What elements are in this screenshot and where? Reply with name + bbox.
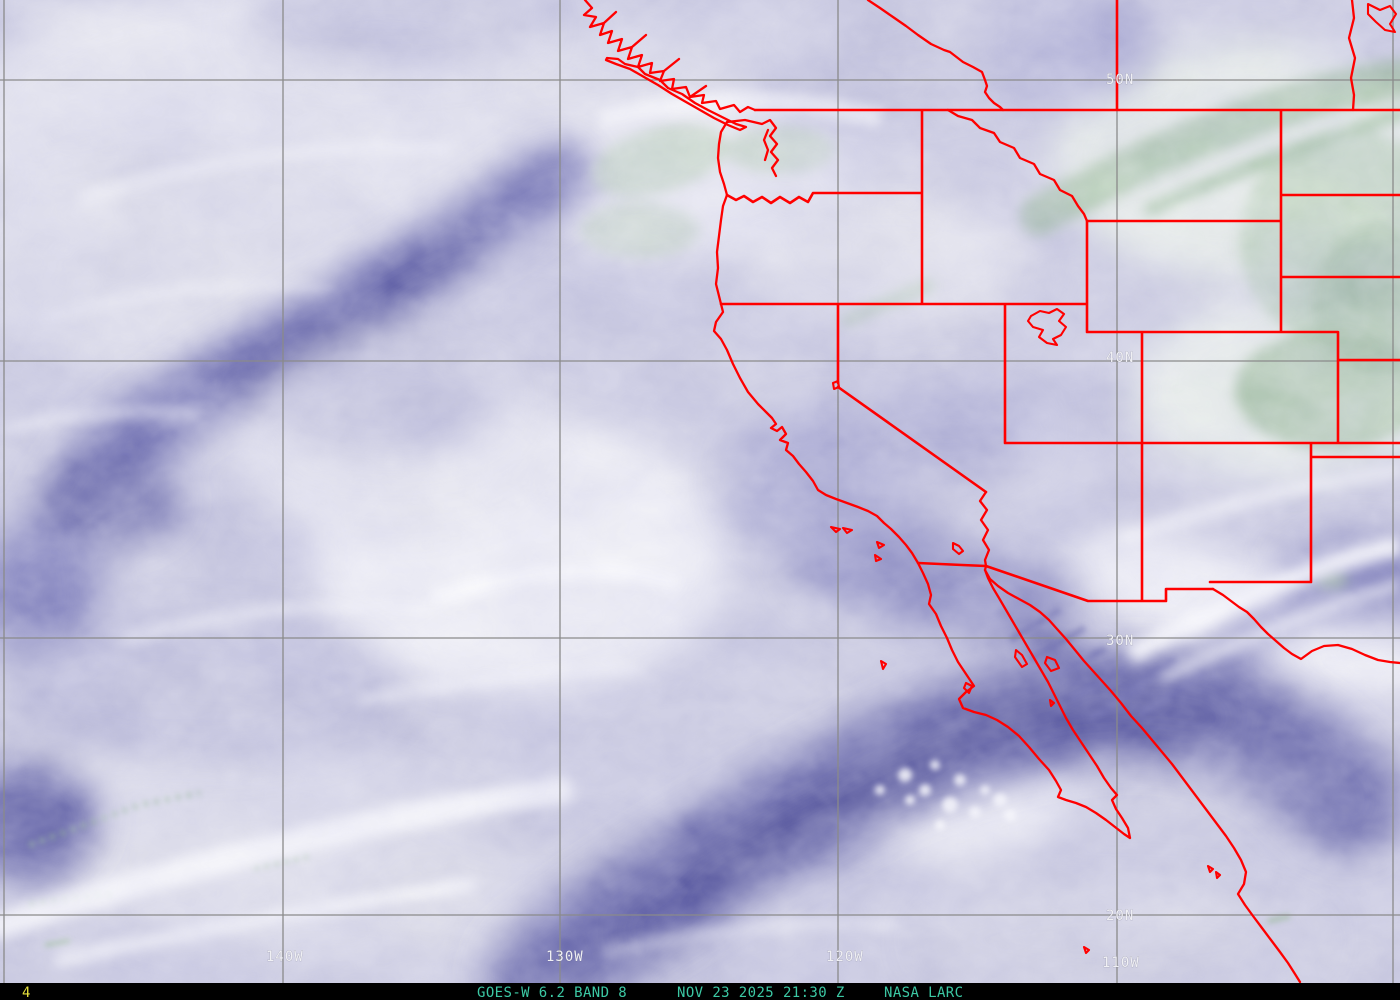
longitude-label-140w: 140W (266, 949, 304, 965)
grid-labels: 50N 40N 30N 20N 140W 130W 120W 110W (266, 72, 1140, 972)
latitude-label-20n: 20N (1106, 908, 1134, 924)
latitude-label-30n: 30N (1106, 633, 1134, 649)
credit-label: NASA LARC (884, 985, 963, 1000)
rivers-and-ranges-path (866, 0, 1400, 665)
islands-path (829, 2, 1398, 955)
caption-bar: 4 GOES-W 6.2 BAND 8 NOV 23 2025 21:30 Z … (0, 983, 1400, 1000)
longitude-label-130w: 130W (546, 949, 584, 965)
frame-number: 4 (22, 985, 30, 1000)
coastline-path (582, 0, 1302, 984)
product-label: GOES-W 6.2 BAND 8 (477, 985, 627, 1000)
map-boundaries-overlay (582, 0, 1400, 984)
latitude-label-40n: 40N (1106, 350, 1134, 366)
longitude-label-120w: 120W (826, 949, 864, 965)
datetime-label: NOV 23 2025 21:30 Z (677, 985, 845, 1000)
latitude-label-50n: 50N (1106, 72, 1134, 88)
lakes-path (831, 307, 1068, 556)
caption-bar-background (0, 983, 1400, 1000)
longitude-label-110w: 110W (1102, 955, 1140, 971)
state-borders-path (719, 0, 1400, 603)
